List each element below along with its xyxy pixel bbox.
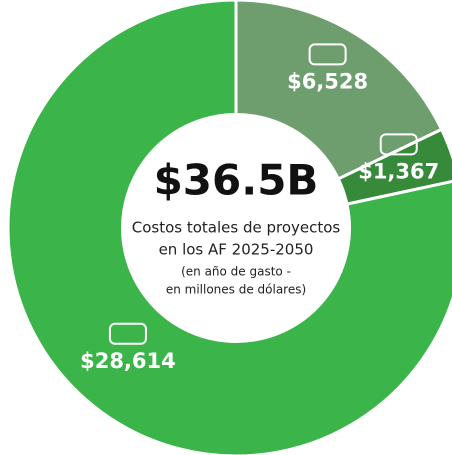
center-note: en millones de dólares)	[166, 283, 306, 297]
center-note: (en año de gasto -	[181, 265, 291, 279]
center-line: en los AF 2025-2050	[159, 241, 314, 259]
slice-icon	[108, 322, 147, 345]
center-title: $36.5B	[154, 156, 319, 205]
value-label: $1,367	[358, 159, 439, 183]
slices	[6, 0, 452, 455]
slice-icon	[379, 133, 418, 156]
value-label: $6,528	[287, 69, 368, 93]
center-hole	[121, 113, 351, 343]
value-label: $28,614	[80, 349, 176, 373]
slice-icon	[308, 43, 347, 66]
center-line: Costos totales de proyectos	[132, 219, 341, 237]
